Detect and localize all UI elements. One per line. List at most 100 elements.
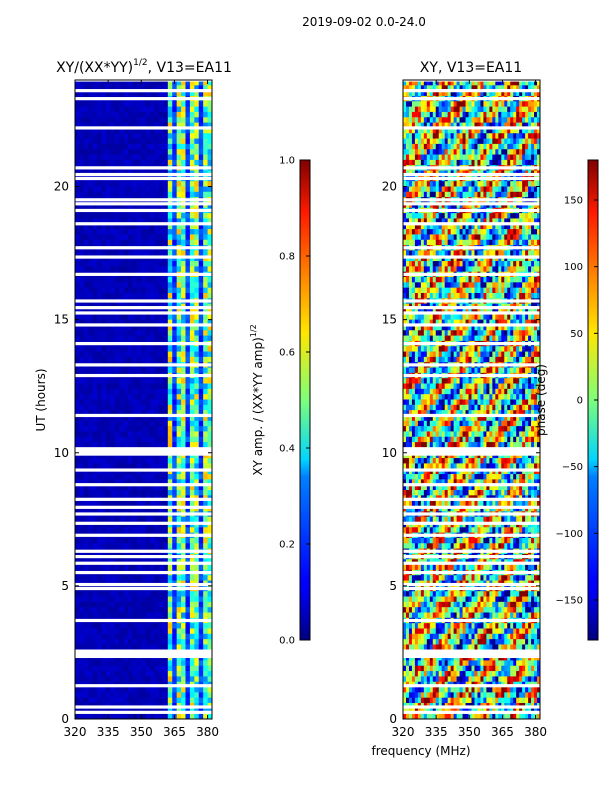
heatmap-cell <box>92 234 98 241</box>
heatmap-cell <box>132 537 138 544</box>
heatmap-cell <box>79 367 85 374</box>
heatmap-cell <box>447 191 452 198</box>
heatmap-cell <box>128 383 134 390</box>
heatmap-cell <box>101 388 107 395</box>
heatmap-cell <box>158 261 164 267</box>
heatmap-cell <box>462 122 467 129</box>
heatmap-cell <box>489 90 493 97</box>
heatmap-cell <box>189 202 195 209</box>
heatmap-cell <box>408 117 413 124</box>
heatmap-cell <box>145 282 151 289</box>
heatmap-cell <box>450 127 455 134</box>
heatmap-cell <box>462 213 467 220</box>
heatmap-cell <box>181 133 187 140</box>
heatmap-cell <box>194 319 200 326</box>
heatmap-cell <box>88 239 94 246</box>
heatmap-cell <box>75 319 81 326</box>
heatmap-cell <box>141 452 147 459</box>
heatmap-cell <box>123 458 129 464</box>
heatmap-cell <box>145 484 151 491</box>
heatmap-cell <box>185 335 191 342</box>
heatmap-cell <box>88 521 94 528</box>
heatmap-cell <box>97 415 103 422</box>
heatmap-cell <box>79 436 85 443</box>
heatmap-cell <box>510 159 514 166</box>
heatmap-cell <box>414 213 419 220</box>
heatmap-cell <box>141 458 147 464</box>
heatmap-cell <box>432 101 437 108</box>
heatmap-cell <box>450 191 455 198</box>
heatmap-cell <box>198 159 204 166</box>
heatmap-cell <box>145 436 151 443</box>
heatmap-cell <box>185 250 191 257</box>
heatmap-cell <box>435 80 440 86</box>
heatmap-cell <box>198 479 204 486</box>
heatmap-cell <box>88 367 94 374</box>
heatmap-cell <box>444 138 449 145</box>
heatmap-cell <box>531 90 535 97</box>
heatmap-cell <box>110 159 116 166</box>
heatmap-cell <box>163 490 169 496</box>
heatmap-cell <box>203 261 209 267</box>
heatmap-cell <box>207 665 212 672</box>
heatmap-cell <box>83 474 89 480</box>
heatmap-cell <box>145 255 151 262</box>
heatmap-cell <box>145 463 151 470</box>
heatmap-cell <box>119 527 125 534</box>
heatmap-cell <box>203 479 209 486</box>
heatmap-cell <box>154 575 160 582</box>
heatmap-cell <box>504 85 508 92</box>
heatmap-cell <box>408 202 413 209</box>
heatmap-cell <box>101 490 107 496</box>
heatmap-cell <box>132 133 138 140</box>
heatmap-cell <box>114 351 120 358</box>
heatmap-cell <box>110 223 116 230</box>
heatmap-cell <box>172 356 178 363</box>
heatmap-cell <box>97 229 103 236</box>
heatmap-cell <box>408 213 413 220</box>
heatmap-cell <box>172 623 178 630</box>
heatmap-cell <box>114 596 120 603</box>
heatmap-cell <box>75 687 81 693</box>
heatmap-cell <box>110 106 116 113</box>
flagged-row <box>75 202 212 206</box>
heatmap-cell <box>119 213 125 220</box>
heatmap-cell <box>444 127 449 134</box>
flagged-row <box>75 172 212 177</box>
heatmap-cell <box>154 346 160 353</box>
heatmap-cell <box>459 85 464 92</box>
heatmap-cell <box>198 378 204 385</box>
heatmap-cell <box>172 239 178 246</box>
heatmap-cell <box>519 80 523 86</box>
heatmap-cell <box>185 591 191 598</box>
heatmap-cell <box>114 479 120 486</box>
heatmap-cell <box>167 612 173 619</box>
flagged-row <box>75 533 212 537</box>
heatmap-cell <box>132 191 138 198</box>
heatmap-cell <box>172 367 178 374</box>
heatmap-cell <box>154 660 160 667</box>
heatmap-cell <box>92 410 98 417</box>
heatmap-cell <box>447 202 452 209</box>
heatmap-cell <box>167 213 173 220</box>
heatmap-cell <box>426 106 431 113</box>
heatmap-cell <box>88 181 94 188</box>
heatmap-cell <box>519 85 523 92</box>
heatmap-cell <box>119 490 125 496</box>
heatmap-cell <box>516 138 520 145</box>
heatmap-cell <box>110 202 116 209</box>
heatmap-cell <box>185 266 191 273</box>
heatmap-cell <box>150 591 156 598</box>
heatmap-cell <box>522 90 526 97</box>
heatmap-cell <box>119 229 125 236</box>
heatmap-cell <box>429 122 434 129</box>
heatmap-cell <box>114 442 120 449</box>
heatmap-cell <box>119 596 125 603</box>
heatmap-cell <box>198 660 204 667</box>
heatmap-cell <box>105 452 111 459</box>
heatmap-cell <box>198 601 204 608</box>
heatmap-cell <box>145 218 151 225</box>
heatmap-cell <box>444 186 449 193</box>
heatmap-cell <box>459 149 464 156</box>
heatmap-cell <box>141 697 147 704</box>
